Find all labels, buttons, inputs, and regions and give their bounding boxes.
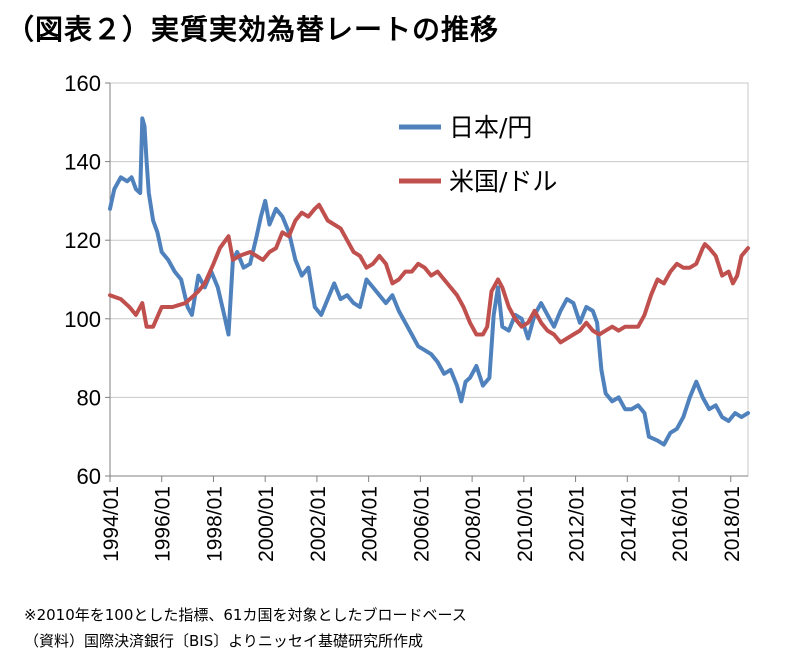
exchange-rate-chart: 60 80 100 120 140 160 1994/01 1996/01 1998/01 20… [64, 71, 750, 562]
series-line-us-dollar [108, 202, 750, 345]
x-tick-label: 2016/01 [669, 486, 692, 562]
x-tick-label: 2004/01 [359, 486, 382, 562]
y-tick-label: 160 [64, 71, 101, 96]
footnote-index-basis: ※2010年を100とした指標、61カ国を対象としたブロードベース [24, 606, 467, 624]
y-tick-label: 120 [64, 228, 101, 253]
y-tick-label: 60 [77, 464, 101, 489]
x-tick-label: 2000/01 [255, 486, 278, 562]
y-axis-ticks: 60 80 100 120 140 160 [64, 71, 111, 489]
legend-label-japan-yen: 日本/円 [449, 113, 532, 142]
x-tick-label: 2006/01 [410, 486, 433, 562]
x-tick-label: 1994/01 [100, 486, 123, 562]
x-tick-label: 2012/01 [566, 486, 589, 562]
y-tick-label: 100 [64, 307, 101, 332]
x-tick-label: 2014/01 [617, 486, 640, 562]
x-tick-label: 2008/01 [462, 486, 485, 562]
series-lines [108, 116, 750, 447]
x-axis-ticks: 1994/01 1996/01 1998/01 2000/01 2002/01 2004/… [100, 475, 748, 562]
x-tick-label: 2010/01 [514, 486, 537, 562]
x-tick-label: 2018/01 [721, 486, 744, 562]
chart-title: （図表２）実質実効為替レートの推移 [6, 13, 500, 46]
y-tick-label: 140 [64, 150, 101, 175]
x-tick-label: 1998/01 [203, 486, 226, 562]
x-tick-label: 2002/01 [307, 486, 330, 562]
footnote-source: （資料）国際決済銀行〔BIS〕よりニッセイ基礎研究所作成 [24, 632, 423, 650]
series-line-japan-yen [108, 116, 750, 447]
x-tick-label: 1996/01 [152, 486, 175, 562]
legend-label-us-dollar: 米国/ドル [449, 167, 557, 196]
y-tick-label: 80 [77, 385, 101, 410]
legend: 日本/円米国/ドル [399, 113, 557, 196]
